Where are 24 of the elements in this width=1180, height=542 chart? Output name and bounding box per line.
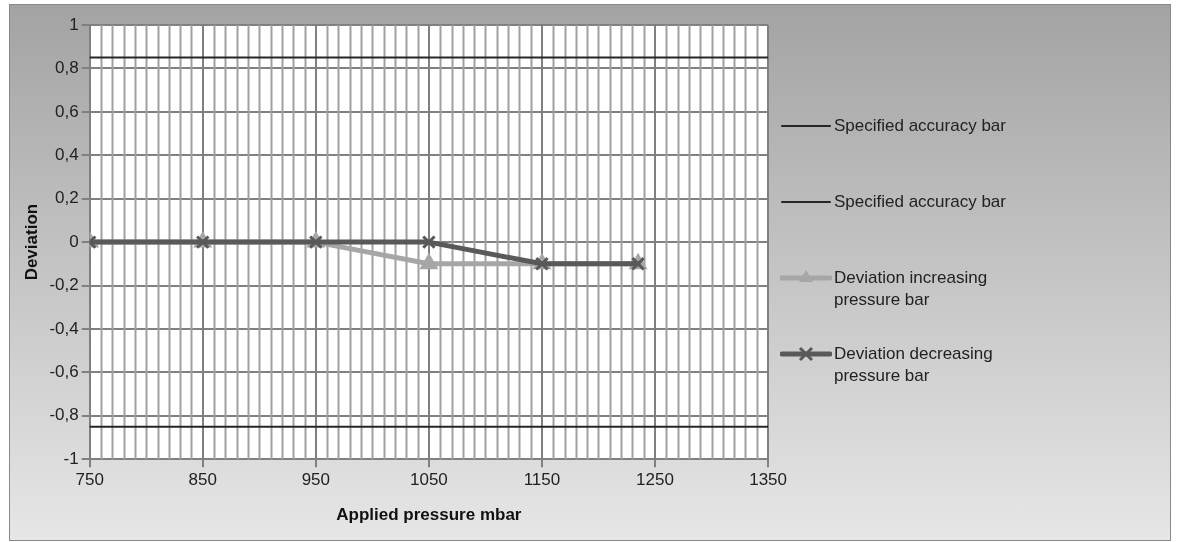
legend-label: Specified accuracy bar [834, 115, 1007, 137]
legend-label: Specified accuracy bar [834, 190, 1007, 213]
y-tick-label: -0,8 [49, 405, 79, 425]
x-tick-label: 950 [301, 470, 331, 490]
y-tick-label: -0,6 [49, 362, 79, 382]
y-tick-label: 0 [69, 231, 79, 251]
y-tick-label: 0,6 [55, 101, 79, 121]
y-tick-label: 0,8 [55, 58, 79, 78]
x-tick-label: 1050 [409, 470, 448, 490]
y-tick-label: -0,4 [49, 318, 79, 338]
x-tick-label: 1150 [523, 470, 561, 490]
legend-label: Deviation decreasing pressure bar [834, 342, 994, 387]
y-tick-label: -1 [63, 448, 79, 468]
y-tick-label: 0,4 [55, 144, 79, 164]
x-tick-label: 1250 [636, 470, 674, 490]
y-tick-label: -0,2 [49, 275, 79, 295]
y-tick-label: 1 [69, 14, 79, 34]
legend-label: Deviation increasing pressure bar [834, 266, 989, 311]
y-tick-label: 0,2 [55, 188, 79, 208]
x-axis-title: Applied pressure mbar [336, 505, 522, 525]
x-tick-label: 750 [75, 470, 104, 490]
x-tick-label: 1350 [749, 470, 787, 490]
x-tick-label: 850 [188, 470, 217, 490]
y-axis-title: Deviation [21, 203, 41, 281]
